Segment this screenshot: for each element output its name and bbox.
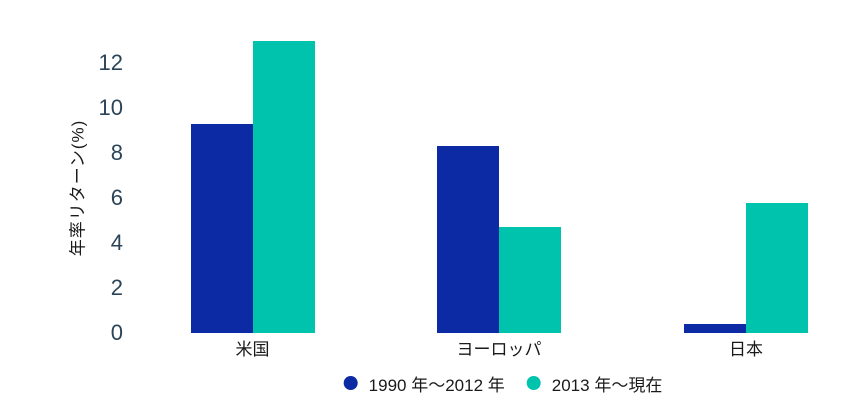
y-tick-label: 4 [110, 230, 123, 255]
legend-label: 2013 年〜現在 [551, 375, 663, 395]
category-label: ヨーロッパ [456, 340, 542, 359]
bar-series2-0 [252, 40, 315, 333]
bar-series1-0 [190, 123, 253, 333]
legend: 1990 年〜2012 年 2013 年〜現在 [343, 371, 663, 396]
y-tick-label: 12 [98, 50, 123, 75]
category-label: 日本 [729, 340, 763, 359]
legend-label: 1990 年〜2012 年 [368, 375, 505, 395]
bar-series2-2 [746, 202, 808, 333]
y-tick-label: 8 [110, 140, 123, 165]
y-tick-label: 0 [110, 320, 123, 345]
bar-series1-2 [684, 324, 746, 333]
bar-series1-1 [437, 146, 499, 333]
legend-item: 2013 年〜現在 [526, 371, 663, 396]
y-tick-label: 2 [110, 275, 123, 300]
y-tick-label: 6 [110, 185, 123, 210]
category-label: 米国 [235, 340, 270, 359]
bar-series2-1 [499, 227, 561, 333]
legend-item: 1990 年〜2012 年 [343, 371, 505, 396]
legend-dot-icon [526, 376, 541, 390]
legend-dot-icon [343, 376, 358, 390]
y-tick-label: 10 [98, 95, 123, 120]
